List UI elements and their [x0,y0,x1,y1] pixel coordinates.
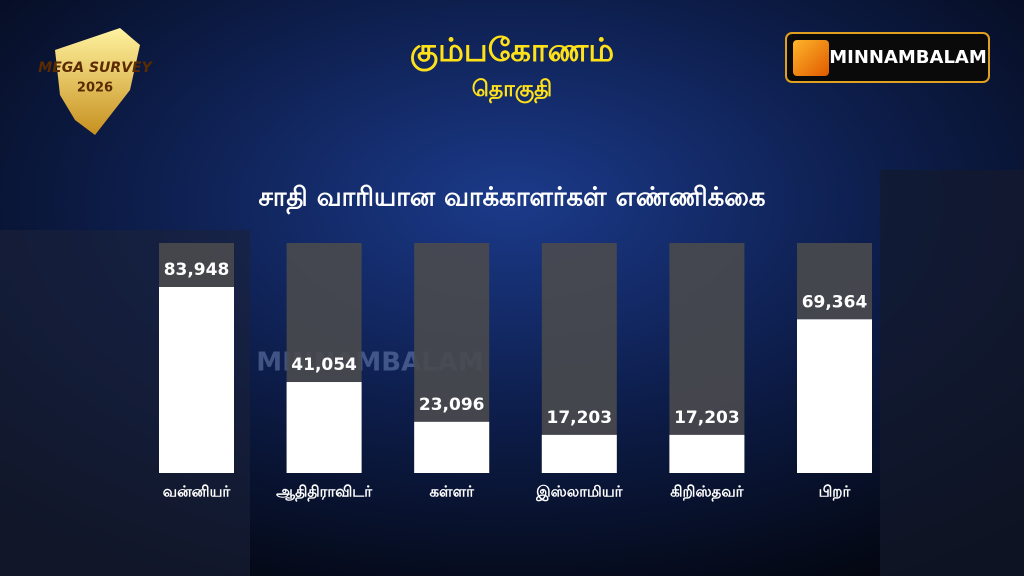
bar [669,434,745,473]
bar [541,434,617,473]
bar [797,319,872,473]
bar [414,421,490,473]
x-tick-label: பிறர் [819,483,852,501]
x-tick-label: வன்னியர் [163,483,232,501]
x-tick-label: ஆதிதிராவிடர் [276,483,373,502]
x-tick-label: இஸ்லாமியர் [535,483,624,502]
tower-silhouette [880,170,1024,576]
x-tick-label: கிறிஸ்தவர் [670,483,744,502]
bar [286,382,362,473]
badge-text: MEGA SURVEY [38,60,153,76]
logo-text: MINNAMBALAM [829,47,987,68]
x-tick-label: கள்ளர் [429,483,475,501]
chart-heading: சாதி வாரியான வாக்காளர்கள் எண்ணிக்கை [258,183,765,215]
value-label: 23,096 [419,395,485,415]
bar [159,287,234,473]
value-label: 83,948 [164,260,230,280]
badge-map [55,28,140,135]
bar-track [669,243,745,473]
chart-subtitle: தொகுதி [472,77,552,104]
bar-track [541,243,617,473]
logo-box [785,32,990,83]
value-label: 17,203 [546,408,612,428]
badge-year: 2026 [77,81,113,96]
logo-icon [793,40,829,76]
value-label: 69,364 [802,292,868,312]
value-label: 41,054 [291,355,357,375]
value-label: 17,203 [674,408,740,428]
chart-title: கும்பகோணம் [410,31,614,72]
